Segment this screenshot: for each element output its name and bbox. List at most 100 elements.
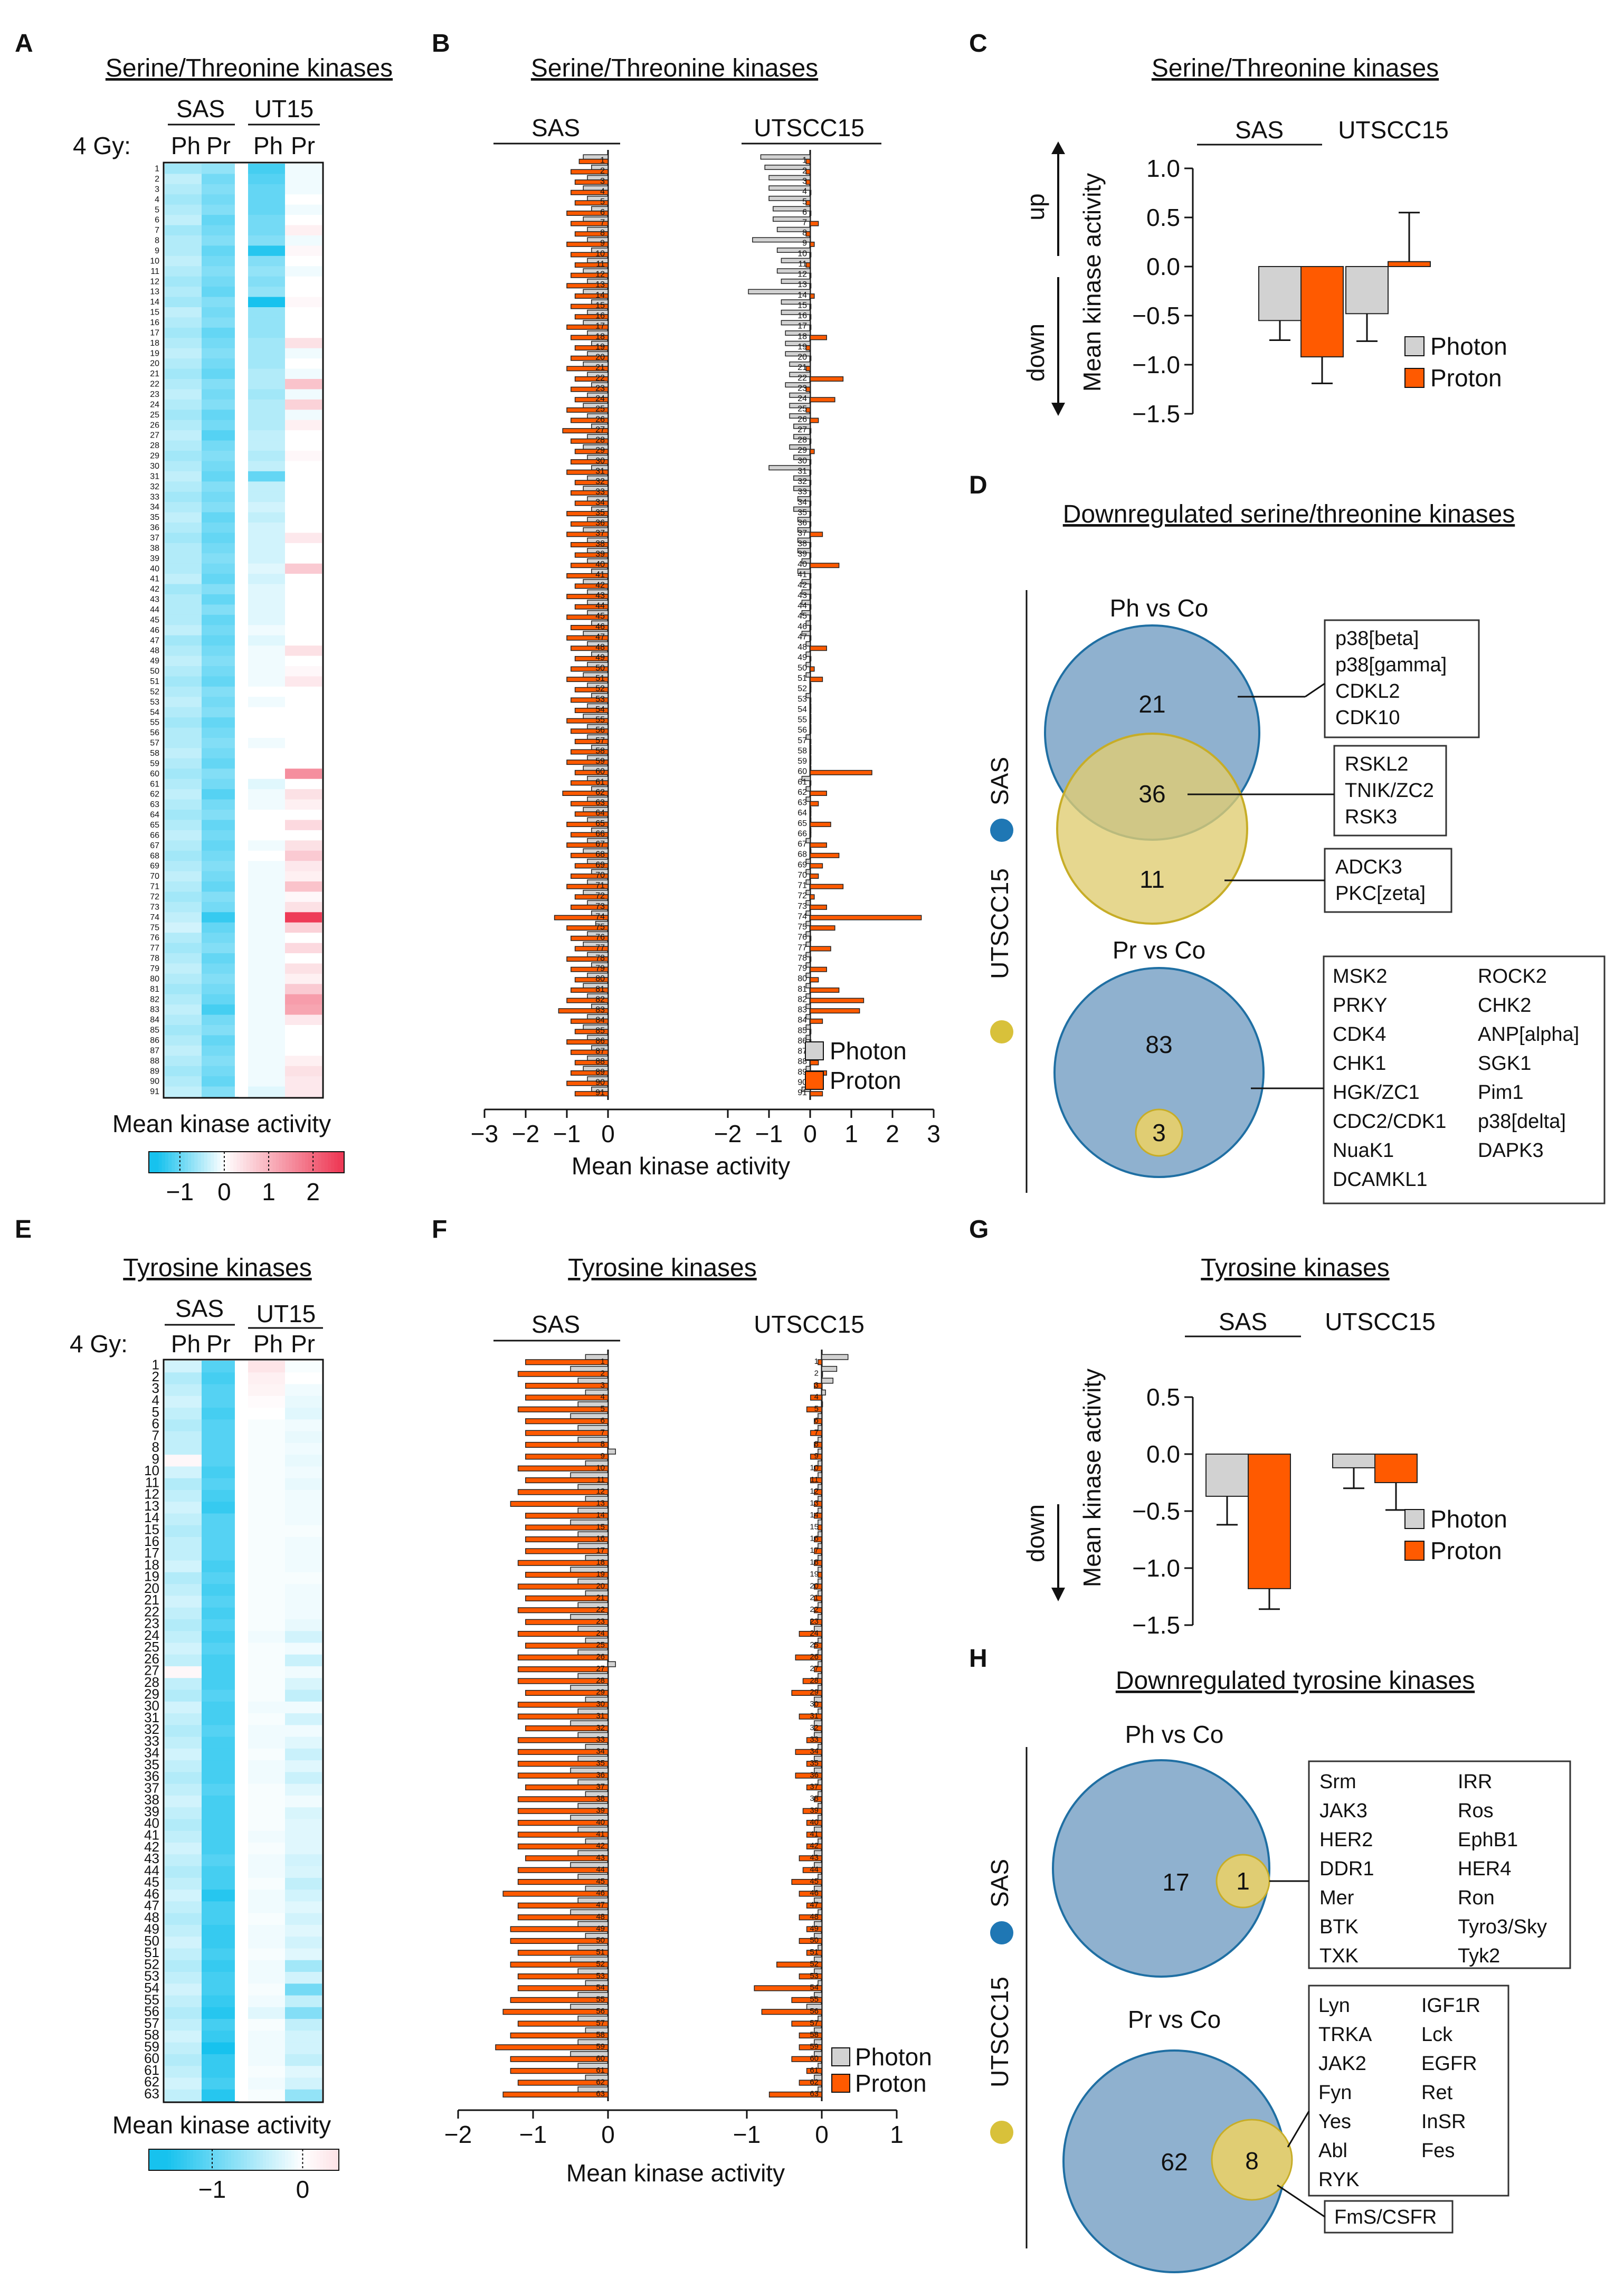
proton-bar bbox=[814, 1382, 822, 1389]
bars-row-label: 6 bbox=[600, 208, 605, 217]
heatmap-cell bbox=[248, 1736, 285, 1749]
proton-bar bbox=[810, 1454, 822, 1460]
heatmap-cell bbox=[285, 194, 322, 205]
colorbar-step bbox=[207, 1152, 211, 1173]
heatmap-cell bbox=[285, 1004, 322, 1015]
heatmap-cell bbox=[248, 1408, 285, 1420]
bars-row-label: 27 bbox=[797, 425, 807, 434]
summary-st-down-label: down bbox=[1022, 324, 1049, 382]
heatmap-cell bbox=[248, 1689, 285, 1702]
heatmap-row-label: 15 bbox=[150, 308, 159, 317]
proton-bar bbox=[566, 407, 609, 413]
heatmap-cell bbox=[165, 2007, 202, 2019]
heatmap-cell bbox=[165, 2066, 202, 2078]
photon-bar bbox=[805, 931, 811, 937]
heatmap-cell bbox=[248, 266, 285, 277]
proton-bar bbox=[566, 241, 609, 247]
proton-bar bbox=[805, 169, 811, 175]
heatmap-cell bbox=[248, 1076, 285, 1087]
proton-bar bbox=[517, 1630, 609, 1637]
heatmap-row-label: 37 bbox=[150, 534, 159, 543]
summary-y-tick-label: 0.0 bbox=[1146, 253, 1180, 280]
colorbar-step bbox=[260, 2149, 263, 2170]
heatmap-cell bbox=[202, 307, 239, 318]
panel-letter-a: A bbox=[15, 30, 33, 58]
heatmap-st-col-ph-sas: Ph bbox=[171, 132, 201, 159]
proton-bar bbox=[510, 2032, 609, 2039]
heatmap-row-label: 87 bbox=[150, 1046, 159, 1055]
heatmap-cell bbox=[285, 553, 322, 564]
proton-bar bbox=[517, 1607, 609, 1613]
proton-bar bbox=[502, 2009, 609, 2015]
bars-x-tick-label: 0 bbox=[601, 1120, 615, 1147]
bars-row-label: 52 bbox=[596, 1959, 605, 1968]
heatmap-cell bbox=[165, 1619, 202, 1631]
heatmap-cell bbox=[202, 1689, 239, 1702]
bars-row-label: 77 bbox=[797, 943, 807, 952]
proton-bar bbox=[810, 738, 812, 744]
heatmap-cell bbox=[202, 1478, 239, 1491]
heatmap-cell bbox=[248, 1513, 285, 1526]
proton-bar bbox=[571, 935, 609, 941]
photon-bar bbox=[1258, 266, 1302, 321]
bars-row-label: 43 bbox=[797, 591, 807, 600]
heatmap-cell bbox=[248, 1396, 285, 1408]
bars-row-label: 9 bbox=[802, 239, 807, 248]
heatmap-st-col-ph-ut: Ph bbox=[253, 132, 283, 159]
summary-st-legend-photon: Photon bbox=[1430, 333, 1507, 360]
heatmap-cell bbox=[285, 1701, 322, 1714]
bars-row-label: 21 bbox=[596, 1593, 605, 1602]
heatmap-cell bbox=[285, 1478, 322, 1491]
heatmap-row-label: 42 bbox=[150, 585, 159, 594]
heatmap-row-label: 43 bbox=[144, 1850, 159, 1866]
heatmap-cell bbox=[165, 502, 202, 513]
heatmap-cell bbox=[202, 820, 239, 831]
heatmap-cell bbox=[248, 1725, 285, 1738]
heatmap-row-label: 27 bbox=[150, 431, 159, 440]
proton-bar bbox=[810, 604, 812, 610]
bars-row-label: 30 bbox=[596, 1700, 605, 1708]
bars-tyr-xlabel: Mean kinase activity bbox=[566, 2159, 785, 2187]
heatmap-cell bbox=[165, 1537, 202, 1549]
panel-letter-g: G bbox=[969, 1216, 989, 1244]
bars-row-label: 12 bbox=[596, 1487, 605, 1496]
proton-bar bbox=[525, 1572, 609, 1578]
heatmap-cell bbox=[165, 584, 202, 595]
heatmap-cell bbox=[165, 1525, 202, 1537]
proton-bar bbox=[810, 469, 812, 475]
bars-row-label: 23 bbox=[596, 1617, 605, 1626]
photon-bar bbox=[773, 206, 811, 212]
heatmap-cell bbox=[285, 1948, 322, 1961]
heatmap-cell bbox=[202, 1372, 239, 1385]
proton-bar bbox=[574, 293, 609, 299]
photon-bar bbox=[805, 859, 811, 864]
heatmap-cell bbox=[165, 758, 202, 769]
heatmap-cell bbox=[202, 1843, 239, 1855]
heatmap-cell bbox=[165, 1076, 202, 1087]
photon-bar bbox=[776, 226, 811, 232]
heatmap-cell bbox=[248, 1045, 285, 1056]
heatmap-cell bbox=[202, 1419, 239, 1432]
proton-bar bbox=[805, 366, 811, 372]
photon-bar bbox=[805, 620, 811, 626]
proton-bar bbox=[574, 863, 609, 869]
heatmap-cell bbox=[285, 727, 322, 738]
panel-f: F Tyrosine kinases SAS UTSCC15 123456789… bbox=[432, 1216, 932, 2187]
heatmap-cell bbox=[285, 635, 322, 646]
bars-row-label: 4 bbox=[601, 1392, 605, 1401]
proton-bar bbox=[810, 1477, 822, 1484]
heatmap-cell bbox=[165, 891, 202, 903]
bars-x-tick-label: 0 bbox=[803, 1120, 817, 1147]
venn-st-pr-label: Pr vs Co bbox=[1113, 936, 1205, 964]
heatmap-cell bbox=[165, 922, 202, 933]
heatmap-cell bbox=[202, 973, 239, 984]
venn-st-box2-item: RSK3 bbox=[1345, 806, 1397, 828]
colorbar-step bbox=[214, 1152, 218, 1173]
heatmap-cell bbox=[248, 1701, 285, 1714]
heatmap-cell bbox=[285, 1442, 322, 1455]
heatmap-cell bbox=[285, 686, 322, 697]
proton-bar bbox=[814, 1465, 822, 1472]
heatmap-row-label: 22 bbox=[144, 1603, 159, 1619]
proton-bar bbox=[810, 925, 835, 931]
photon-bar bbox=[810, 848, 812, 854]
